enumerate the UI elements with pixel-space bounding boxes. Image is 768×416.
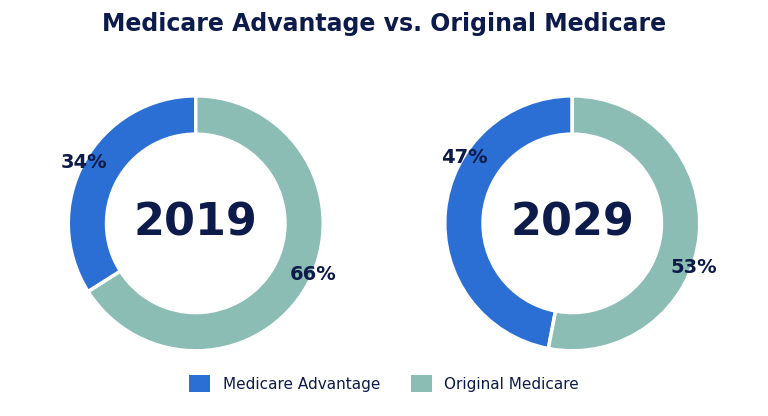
- Text: 2019: 2019: [134, 202, 258, 245]
- Text: 53%: 53%: [670, 258, 717, 277]
- Wedge shape: [445, 96, 572, 349]
- Text: 34%: 34%: [60, 153, 107, 172]
- Wedge shape: [68, 96, 196, 292]
- Text: 47%: 47%: [441, 148, 487, 166]
- Wedge shape: [548, 96, 700, 351]
- Legend: Medicare Advantage, Original Medicare: Medicare Advantage, Original Medicare: [181, 367, 587, 400]
- Text: 2029: 2029: [510, 202, 634, 245]
- Text: 66%: 66%: [290, 265, 336, 284]
- Text: Medicare Advantage vs. Original Medicare: Medicare Advantage vs. Original Medicare: [102, 12, 666, 37]
- Wedge shape: [88, 96, 323, 351]
